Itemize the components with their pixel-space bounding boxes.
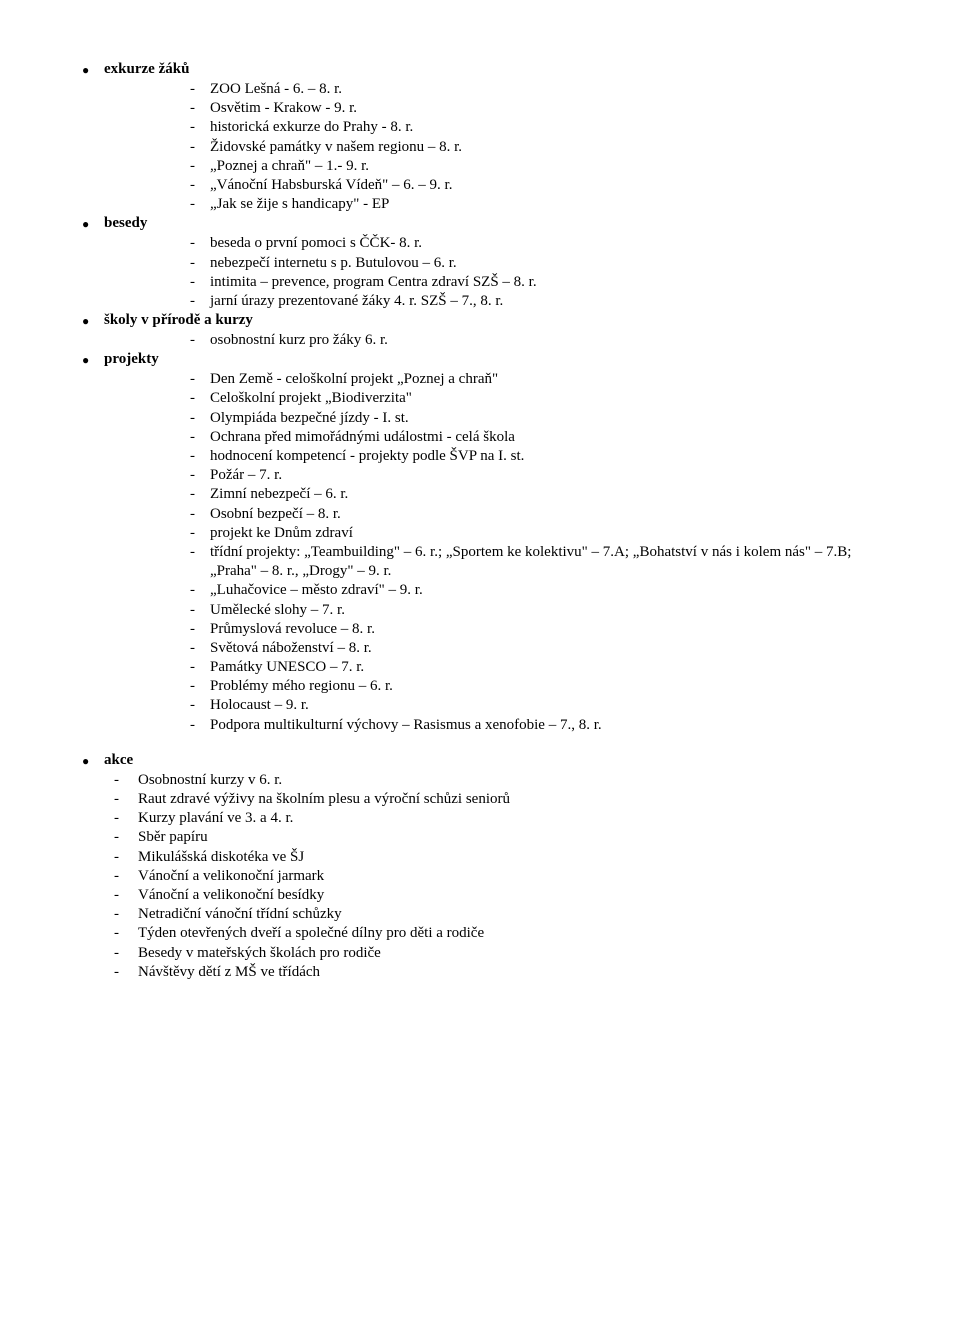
section-title: akce: [104, 751, 133, 770]
list-item: třídní projekty: „Teambuilding" – 6. r.;…: [190, 543, 888, 581]
list-item: Požár – 7. r.: [190, 466, 888, 485]
list-item: Památky UNESCO – 7. r.: [190, 658, 888, 677]
section-projekty: ● projekty Den Země - celoškolní projekt…: [72, 350, 888, 735]
list-item: Podpora multikulturní výchovy – Rasismus…: [190, 716, 888, 735]
bullet-icon: ●: [82, 60, 94, 80]
list-item: Sběr papíru: [114, 828, 888, 847]
list-item: Mikulášská diskotéka ve ŠJ: [114, 848, 888, 867]
section-skoly: ● školy v přírodě a kurzy osobnostní kur…: [72, 311, 888, 350]
list-item: jarní úrazy prezentované žáky 4. r. SZŠ …: [190, 292, 888, 311]
item-list-akce: Osobnostní kurzy v 6. r. Raut zdravé výž…: [72, 771, 888, 982]
list-item: Den Země - celoškolní projekt „Poznej a …: [190, 370, 888, 389]
list-item: Ochrana před mimořádnými událostmi - cel…: [190, 428, 888, 447]
list-item: Problémy mého regionu – 6. r.: [190, 677, 888, 696]
section-title: exkurze žáků: [104, 60, 189, 79]
list-item: Raut zdravé výživy na školním plesu a vý…: [114, 790, 888, 809]
list-item: Zimní nebezpečí – 6. r.: [190, 485, 888, 504]
section-header: ● projekty: [72, 350, 888, 370]
section-title: školy v přírodě a kurzy: [104, 311, 253, 330]
section-title: projekty: [104, 350, 159, 369]
list-item: historická exkurze do Prahy - 8. r.: [190, 118, 888, 137]
item-list-skoly: osobnostní kurz pro žáky 6. r.: [72, 331, 888, 350]
list-item: Návštěvy dětí z MŠ ve třídách: [114, 963, 888, 982]
list-item: nebezpečí internetu s p. Butulovou – 6. …: [190, 254, 888, 273]
list-item: beseda o první pomoci s ČČK- 8. r.: [190, 234, 888, 253]
list-item: Osobnostní kurzy v 6. r.: [114, 771, 888, 790]
list-item: osobnostní kurz pro žáky 6. r.: [190, 331, 888, 350]
item-list-besedy: beseda o první pomoci s ČČK- 8. r. nebez…: [72, 234, 888, 311]
list-item: „Luhačovice – město zdraví" – 9. r.: [190, 581, 888, 600]
list-item: Osvětim - Krakow - 9. r.: [190, 99, 888, 118]
list-item: Holocaust – 9. r.: [190, 696, 888, 715]
list-item: „Poznej a chraň" – 1.- 9. r.: [190, 157, 888, 176]
list-item: Umělecké slohy – 7. r.: [190, 601, 888, 620]
list-item: Netradiční vánoční třídní schůzky: [114, 905, 888, 924]
spacer: [72, 735, 888, 751]
list-item: Osobní bezpečí – 8. r.: [190, 505, 888, 524]
list-item: ZOO Lešná - 6. – 8. r.: [190, 80, 888, 99]
list-item: Celoškolní projekt „Biodiverzita": [190, 389, 888, 408]
section-akce: ● akce Osobnostní kurzy v 6. r. Raut zdr…: [72, 751, 888, 982]
list-item: „Vánoční Habsburská Vídeň" – 6. – 9. r.: [190, 176, 888, 195]
list-item: Olympiáda bezpečné jízdy - I. st.: [190, 409, 888, 428]
list-item: Kurzy plavání ve 3. a 4. r.: [114, 809, 888, 828]
section-exkurze: ● exkurze žáků ZOO Lešná - 6. – 8. r. Os…: [72, 60, 888, 214]
section-header: ● školy v přírodě a kurzy: [72, 311, 888, 331]
section-header: ● akce: [72, 751, 888, 771]
list-item: Průmyslová revoluce – 8. r.: [190, 620, 888, 639]
bullet-icon: ●: [82, 214, 94, 234]
list-item: projekt ke Dnům zdraví: [190, 524, 888, 543]
list-item: Týden otevřených dveří a společné dílny …: [114, 924, 888, 943]
item-list-exkurze: ZOO Lešná - 6. – 8. r. Osvětim - Krakow …: [72, 80, 888, 214]
list-item: intimita – prevence, program Centra zdra…: [190, 273, 888, 292]
list-item: Besedy v mateřských školách pro rodiče: [114, 944, 888, 963]
list-item: Vánoční a velikonoční jarmark: [114, 867, 888, 886]
bullet-icon: ●: [82, 311, 94, 331]
list-item: hodnocení kompetencí - projekty podle ŠV…: [190, 447, 888, 466]
section-header: ● exkurze žáků: [72, 60, 888, 80]
list-item: „Jak se žije s handicapy" - EP: [190, 195, 888, 214]
section-header: ● besedy: [72, 214, 888, 234]
section-title: besedy: [104, 214, 147, 233]
list-item: Židovské památky v našem regionu – 8. r.: [190, 138, 888, 157]
bullet-icon: ●: [82, 751, 94, 771]
list-item: Vánoční a velikonoční besídky: [114, 886, 888, 905]
item-list-projekty: Den Země - celoškolní projekt „Poznej a …: [72, 370, 888, 735]
section-besedy: ● besedy beseda o první pomoci s ČČK- 8.…: [72, 214, 888, 311]
list-item: Světová náboženství – 8. r.: [190, 639, 888, 658]
bullet-icon: ●: [82, 350, 94, 370]
